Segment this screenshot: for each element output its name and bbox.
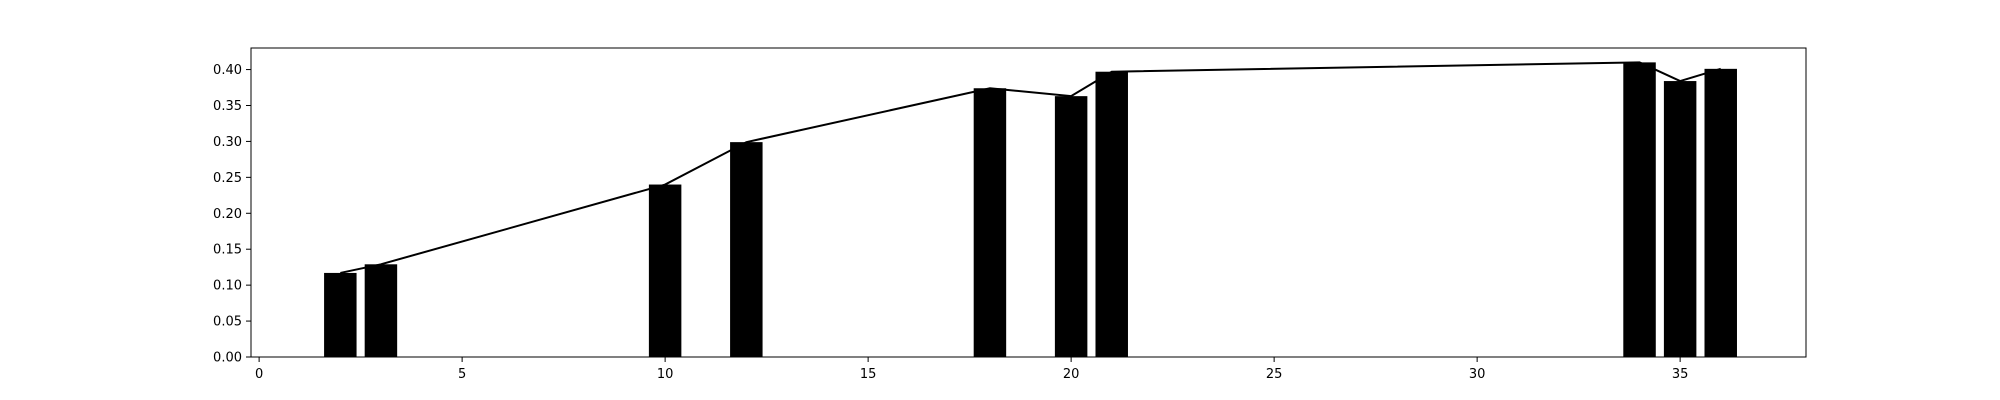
y-tick-label-3: 0.15 [213, 243, 242, 258]
x-tick-label-0: 0 [255, 367, 263, 382]
y-tick-label-8: 0.40 [213, 63, 242, 78]
bar-7 [1623, 62, 1656, 357]
bar-2 [648, 184, 682, 357]
x-tick-label-7: 35 [1672, 367, 1689, 382]
y-tick-label-5: 0.25 [213, 171, 242, 186]
bar-0 [324, 272, 357, 357]
bar-6 [1095, 71, 1128, 357]
bars [324, 62, 1737, 358]
y-tick-label-1: 0.05 [213, 315, 242, 330]
y-tick-label-0: 0.00 [213, 351, 242, 366]
bar-5 [1054, 96, 1088, 357]
plot-frame [250, 47, 1807, 358]
bar-1 [364, 264, 398, 357]
bar-8 [1663, 81, 1697, 357]
x-tick-label-3: 15 [860, 367, 877, 382]
y-axis: 0.00 0.05 0.10 0.15 0.20 0.25 0.30 0.35 0.40 [213, 63, 251, 366]
x-tick-label-2: 10 [657, 367, 674, 382]
y-tick-label-6: 0.30 [213, 135, 242, 150]
x-tick-label-4: 20 [1063, 367, 1080, 382]
x-tick-label-5: 25 [1266, 367, 1283, 382]
x-tick-label-1: 5 [458, 367, 466, 382]
x-axis: 0 5 10 15 20 25 30 35 [255, 357, 1688, 382]
bar-3 [730, 142, 763, 357]
y-tick-label-7: 0.35 [213, 99, 242, 114]
trend-line-layer [340, 61, 1722, 274]
bar-4 [973, 88, 1007, 358]
y-tick-label-2: 0.10 [213, 279, 242, 294]
y-tick-label-4: 0.20 [213, 207, 242, 222]
x-tick-label-6: 30 [1469, 367, 1486, 382]
bar-9 [1704, 68, 1737, 357]
trend-line [340, 61, 1722, 274]
